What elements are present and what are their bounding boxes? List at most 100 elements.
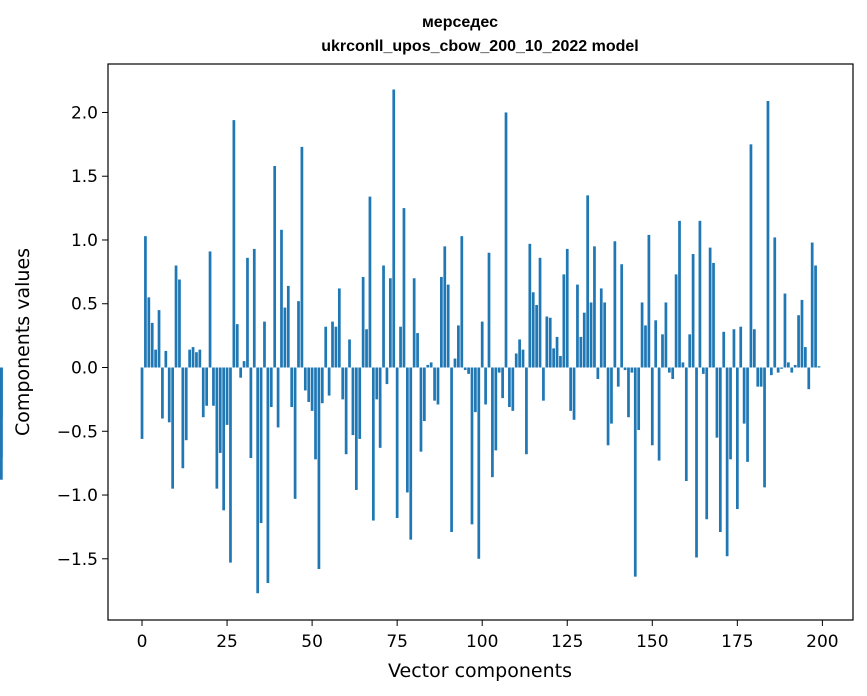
bar (470, 367, 474, 525)
bar (361, 276, 365, 368)
bar (378, 367, 382, 448)
bar (463, 367, 467, 371)
x-tick-label: 175 (721, 632, 753, 652)
bar (416, 333, 419, 368)
y-tick-label: 1.0 (71, 231, 98, 251)
bar (582, 312, 586, 368)
bar (613, 241, 617, 368)
bar (273, 166, 277, 368)
bar (222, 367, 226, 511)
bar (712, 262, 715, 368)
chart-subtitle: ukrconll_upos_cbow_200_10_2022 model (321, 38, 638, 55)
bar (286, 285, 290, 368)
bar (303, 367, 307, 391)
bar (616, 367, 620, 387)
y-tick-label: −0.5 (57, 422, 98, 442)
bar (708, 247, 712, 368)
bar (171, 367, 174, 489)
bar (691, 254, 695, 368)
bar (817, 366, 821, 368)
bar (688, 334, 692, 368)
bar (494, 367, 498, 451)
bar (167, 367, 171, 423)
bar (164, 350, 168, 368)
bar (562, 274, 566, 368)
x-tick-label: 100 (466, 632, 498, 652)
bar (705, 367, 709, 520)
bar (423, 367, 426, 422)
bar (317, 367, 321, 569)
bar (195, 352, 198, 368)
bar (548, 317, 552, 368)
bar (725, 367, 729, 557)
bar (480, 321, 484, 368)
bar (239, 367, 243, 378)
bar (242, 361, 246, 368)
bar (269, 367, 273, 408)
bar (341, 367, 345, 400)
bar (790, 367, 794, 373)
bar (293, 367, 297, 499)
bar (266, 367, 270, 584)
bar (198, 349, 202, 368)
bar (783, 293, 787, 368)
bar (484, 367, 487, 405)
bar (178, 279, 181, 368)
bar (640, 302, 644, 368)
bar (661, 334, 664, 368)
bar (409, 367, 413, 540)
bar (450, 367, 453, 532)
bar (419, 367, 423, 452)
bar (487, 252, 491, 368)
bar (793, 364, 797, 368)
bar (157, 310, 161, 368)
bar (681, 362, 685, 368)
bar (756, 367, 760, 387)
bar (780, 367, 783, 369)
bar (154, 349, 157, 368)
bar (650, 367, 654, 446)
bar (307, 367, 311, 402)
bar (395, 367, 399, 518)
bar (406, 367, 409, 493)
bar (667, 367, 671, 373)
bar (337, 288, 341, 368)
bar (586, 195, 590, 368)
bar (246, 257, 249, 368)
bar (718, 367, 722, 532)
bar (633, 367, 637, 577)
bar (365, 329, 368, 368)
bar (215, 367, 219, 489)
bar (259, 367, 263, 524)
bar (773, 237, 777, 368)
bar (371, 367, 375, 521)
bar (191, 347, 195, 368)
bar (188, 349, 191, 368)
bar (759, 367, 763, 387)
bar (433, 367, 436, 401)
bar (280, 229, 283, 368)
x-axis-label: Vector components (388, 660, 572, 682)
bar (229, 367, 232, 563)
bar (297, 301, 300, 368)
bar (776, 367, 780, 373)
x-tick-label: 75 (386, 632, 408, 652)
bar (181, 367, 185, 469)
bar (674, 274, 678, 368)
bar (599, 288, 603, 368)
bar (804, 347, 807, 368)
bar (508, 367, 511, 408)
bar (722, 331, 726, 368)
bar (644, 325, 647, 368)
bar (256, 367, 260, 594)
bar (735, 367, 739, 510)
bar (579, 336, 583, 368)
bar (606, 367, 610, 446)
bar (504, 112, 508, 368)
bar (746, 367, 749, 462)
bar (807, 367, 811, 390)
bar (535, 305, 538, 368)
y-tick-label: −1.0 (57, 486, 98, 506)
bar (514, 353, 518, 368)
